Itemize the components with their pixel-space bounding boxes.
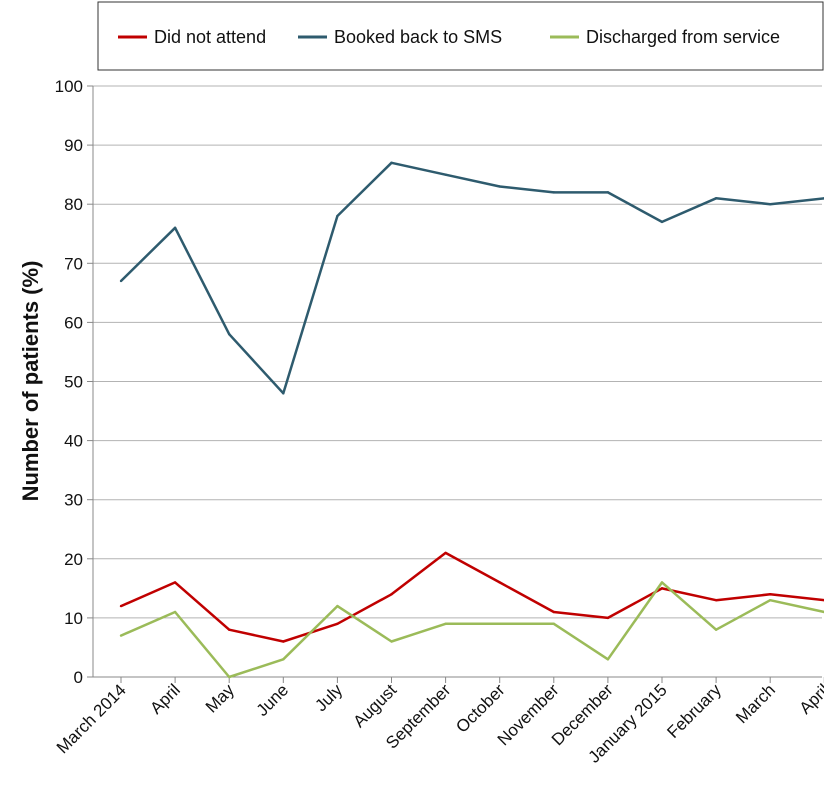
y-tick-label: 20 <box>64 550 83 569</box>
legend-label: Booked back to SMS <box>334 27 502 47</box>
legend-item-booked-back-to-sms: Booked back to SMS <box>298 27 502 47</box>
y-tick-labels: 0 10 20 30 40 50 60 70 80 90 100 <box>55 77 83 687</box>
data-point <box>444 622 447 626</box>
x-tick-label: March <box>732 680 779 727</box>
y-tick-label: 30 <box>64 491 83 510</box>
y-tick-label: 80 <box>64 195 83 214</box>
data-point <box>173 610 177 614</box>
data-point <box>119 604 123 608</box>
x-tick-label: May <box>202 680 238 716</box>
grid-lines <box>87 85 824 683</box>
data-point <box>282 658 285 661</box>
x-tick-label: April <box>146 680 183 717</box>
x-tick-label: April <box>796 680 824 717</box>
data-point <box>498 185 501 188</box>
data-point <box>552 191 555 194</box>
y-tick-label: 10 <box>64 609 83 628</box>
data-point <box>282 640 285 643</box>
data-point <box>282 392 285 395</box>
data-point <box>552 610 555 614</box>
y-tick-label: 70 <box>64 254 83 273</box>
data-point <box>390 640 393 643</box>
data-point <box>228 628 231 631</box>
data-point <box>714 197 718 200</box>
legend-item-did-not-attend: Did not attend <box>118 27 266 47</box>
data-point <box>119 634 123 637</box>
y-axis-title: Number of patients (%) <box>18 261 43 502</box>
data-point <box>660 581 664 584</box>
data-point <box>769 598 772 602</box>
legend-label: Did not attend <box>154 27 266 47</box>
y-tick-label: 0 <box>74 668 83 687</box>
data-point <box>714 598 718 602</box>
y-tick-label: 100 <box>55 77 83 96</box>
series-line-did-not-attend <box>120 551 824 643</box>
data-point <box>173 581 177 584</box>
data-point <box>336 622 339 626</box>
x-tick-label: July <box>311 680 346 715</box>
series-line-booked-back-to-sms <box>120 161 824 395</box>
x-tick-label: August <box>349 680 400 731</box>
legend-item-discharged-from-service: Discharged from service <box>550 27 780 47</box>
data-point <box>606 616 610 620</box>
data-point <box>769 593 772 596</box>
data-point <box>444 173 447 176</box>
y-tick-label: 90 <box>64 136 83 155</box>
data-point <box>498 622 501 626</box>
x-tick-label: February <box>663 680 725 742</box>
data-point <box>228 675 231 679</box>
data-point <box>173 226 177 230</box>
data-point <box>228 333 231 336</box>
x-tick-label: March 2014 <box>53 680 130 757</box>
data-point <box>769 203 772 206</box>
data-point <box>606 658 610 661</box>
data-point <box>660 587 664 590</box>
data-point <box>660 220 664 224</box>
data-point <box>336 604 339 608</box>
x-tick-labels: March 2014 April May June July AugustSeptembe… <box>53 680 824 767</box>
data-point <box>444 551 447 555</box>
y-tick-label: 60 <box>64 313 83 332</box>
x-tick-label: June <box>253 680 293 720</box>
axes <box>92 86 822 678</box>
data-point <box>119 279 123 283</box>
data-point <box>714 628 718 631</box>
legend-label: Discharged from service <box>586 27 780 47</box>
series-line-discharged-from-service <box>120 581 824 679</box>
data-point <box>552 622 555 626</box>
legend: Did not attend Booked back to SMS Discha… <box>97 1 824 71</box>
data-point <box>336 214 339 218</box>
y-tick-label: 40 <box>64 432 83 451</box>
data-point <box>606 191 610 194</box>
data-point <box>390 593 393 596</box>
data-point <box>498 581 501 584</box>
legend-box <box>97 1 824 71</box>
y-tick-label: 50 <box>64 373 83 392</box>
series-lines <box>119 161 824 679</box>
data-point <box>390 161 393 165</box>
